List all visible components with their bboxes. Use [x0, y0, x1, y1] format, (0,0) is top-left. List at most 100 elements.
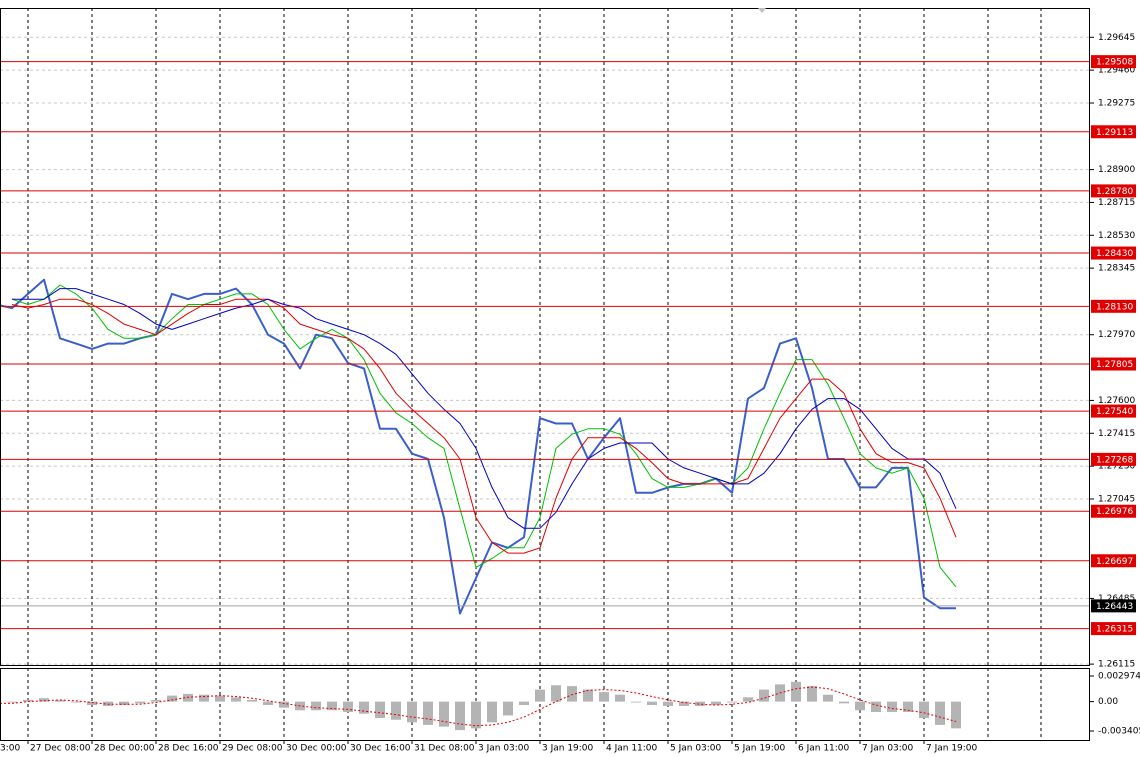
x-tick-label: 3 Jan 03:00: [478, 744, 530, 754]
histogram-bar: [375, 701, 385, 719]
level-label-box: [1091, 55, 1136, 69]
histogram-bar: [471, 701, 481, 729]
histogram-bar: [567, 686, 577, 702]
level-label-box: [1091, 452, 1136, 466]
histogram-bar: [519, 701, 529, 706]
x-tick-label: 3:00: [0, 744, 20, 754]
current-price-label: 1.26443: [1096, 602, 1133, 612]
x-tick-label: 27 Dec 08:00: [30, 744, 91, 754]
signal-line: [0, 686, 957, 727]
y-tick-label: 1.26485: [1098, 594, 1135, 604]
histogram-bar: [455, 701, 465, 731]
histogram-bar: [823, 694, 833, 702]
x-tick-label: 28 Dec 16:00: [158, 744, 219, 754]
main-frame: [0, 8, 1090, 666]
level-label: 1.26697: [1096, 557, 1133, 567]
histogram-bar: [311, 701, 321, 711]
y-tick-label: 1.29275: [1098, 98, 1135, 108]
histogram-bar: [423, 701, 433, 725]
histogram-bar: [679, 701, 689, 706]
histogram-bar: [743, 697, 753, 702]
histogram-bar: [23, 699, 33, 702]
y-tick-label: 1.27970: [1098, 330, 1135, 340]
histogram-bar: [119, 701, 129, 706]
oscillator-frame: [0, 668, 1090, 741]
y-tick-label: 1.29460: [1098, 66, 1135, 76]
level-label-box: [1091, 622, 1136, 636]
histogram-bar: [39, 698, 49, 702]
histogram-bar: [535, 689, 545, 702]
level-label: 1.28780: [1096, 187, 1133, 197]
histogram-bar: [663, 701, 673, 706]
histogram-bar: [359, 701, 369, 714]
level-label: 1.27805: [1096, 360, 1133, 370]
histogram-bar: [631, 701, 641, 703]
y-tick-label: 1.28530: [1098, 231, 1135, 241]
y-tick-label: 1.27600: [1098, 396, 1135, 406]
current-price-box: [1091, 599, 1136, 613]
histogram-bar: [439, 701, 449, 727]
x-tick-label: 3 Jan 19:00: [542, 744, 594, 754]
level-label: 1.27268: [1096, 455, 1133, 465]
histogram-bar: [871, 701, 881, 712]
histogram-bar: [759, 689, 769, 702]
level-label: 1.29508: [1096, 58, 1133, 68]
histogram-bar: [551, 685, 561, 702]
histogram-bar: [343, 701, 353, 712]
price-line: [12, 288, 957, 529]
y-tick-label: -0.003405: [1098, 726, 1140, 736]
x-tick-label: 6 Jan 11:00: [798, 744, 850, 754]
histogram-bar: [615, 694, 625, 702]
x-tick-label: 29 Dec 08:00: [222, 744, 283, 754]
histogram-bar: [695, 701, 705, 706]
histogram-bar: [87, 701, 97, 706]
y-tick-label: 1.28345: [1098, 264, 1135, 274]
axis-layer: 1.29645 1.29460 1.29275 1.28900 1.28715 1.285…: [0, 33, 1140, 754]
level-label-box: [1091, 404, 1136, 418]
histogram-bar: [135, 701, 145, 704]
y-tick-label: 0.00: [1098, 697, 1118, 707]
histogram-bar: [487, 701, 497, 723]
y-tick-label: 1.26115: [1098, 660, 1135, 670]
price-line: [0, 278, 956, 615]
x-tick-label: 5 Jan 03:00: [670, 744, 722, 754]
level-label-box: [1091, 246, 1136, 260]
histogram-bar: [71, 701, 81, 703]
histogram-bar: [855, 701, 865, 711]
x-tick-label: 30 Dec 00:00: [286, 744, 347, 754]
level-label-box: [1091, 184, 1136, 198]
histogram-bar: [391, 701, 401, 720]
histogram-bar: [647, 701, 657, 706]
level-label: 1.26315: [1096, 625, 1133, 635]
level-label: 1.28430: [1096, 249, 1133, 259]
x-tick-label: 30 Dec 16:00: [350, 744, 411, 754]
histogram-bar: [951, 701, 961, 729]
y-tick-label: 1.27230: [1098, 462, 1135, 472]
histogram-bar: [711, 701, 721, 706]
histogram-bar: [199, 694, 209, 702]
histogram-bar: [407, 701, 417, 723]
level-label-box: [1091, 504, 1136, 518]
level-label-box: [1091, 299, 1136, 313]
x-tick-label: 4 Jan 11:00: [606, 744, 658, 754]
x-tick-label: 5 Jan 19:00: [734, 744, 786, 754]
level-label-box: [1091, 554, 1136, 568]
histogram-bar: [279, 701, 289, 708]
x-tick-label: 31 Dec 08:00: [414, 744, 475, 754]
y-tick-label: 1.27045: [1098, 494, 1135, 504]
histogram-bar: [599, 692, 609, 702]
histogram-bar: [807, 686, 817, 702]
price-line: [11, 298, 957, 554]
histogram-bar: [935, 701, 945, 725]
histogram-bar: [791, 681, 801, 702]
y-tick-label: 1.29645: [1098, 33, 1135, 43]
x-tick-label: 7 Jan 03:00: [862, 744, 914, 754]
level-label: 1.26976: [1096, 507, 1133, 517]
level-label-box: [1091, 357, 1136, 371]
y-tick-label: 1.28715: [1098, 198, 1135, 208]
histogram-bar: [919, 701, 929, 719]
histogram-bar: [167, 695, 177, 702]
level-label: 1.28130: [1096, 302, 1133, 312]
